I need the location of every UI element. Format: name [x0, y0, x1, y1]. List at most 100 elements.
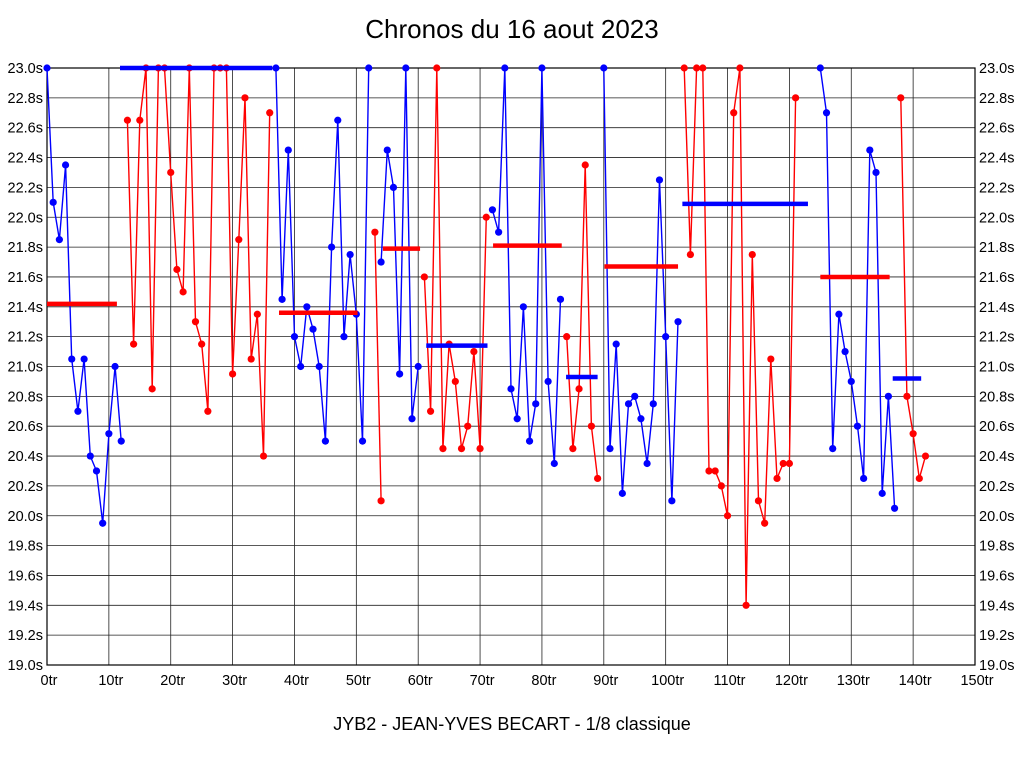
y-axis-tick-label-right: 21.4s [979, 300, 1014, 316]
data-point-blue [117, 437, 125, 445]
y-axis-tick-label-left: 21.4s [8, 300, 43, 316]
y-axis-tick-label-left: 20.4s [8, 449, 43, 465]
data-point-blue [847, 377, 855, 386]
data-point-red [457, 444, 466, 453]
data-point-blue [513, 415, 521, 423]
series-line-red [374, 232, 382, 501]
data-point-blue [408, 415, 416, 423]
y-axis-tick-label-right: 19.8s [979, 539, 1014, 555]
data-point-blue [816, 64, 824, 72]
data-point-red [761, 519, 769, 527]
data-point-blue [61, 161, 70, 169]
data-point-blue [853, 422, 862, 430]
series-line-blue [819, 67, 896, 509]
data-point-red [476, 444, 484, 453]
data-point-blue [878, 489, 886, 497]
y-axis-tick-label-right: 21.0s [979, 360, 1014, 376]
data-point-red [451, 377, 459, 386]
data-point-blue [655, 176, 664, 184]
data-point-blue [111, 362, 119, 371]
y-axis-tick-label-left: 20.2s [8, 479, 43, 495]
y-axis-tick-label-right: 21.8s [979, 240, 1014, 256]
data-point-blue [383, 146, 391, 154]
data-point-blue [860, 474, 868, 483]
data-point-red [736, 64, 744, 72]
data-point-blue [340, 333, 348, 341]
data-point-red [699, 64, 707, 72]
data-point-blue [86, 452, 94, 460]
data-point-red [730, 109, 738, 117]
x-axis-tick-label: 130tr [837, 673, 870, 689]
x-axis-tick-label: 50tr [346, 673, 371, 689]
x-axis-tick-label: 150tr [960, 673, 993, 689]
y-axis-tick-label-right: 22.0s [979, 210, 1014, 226]
y-axis-tick-label-right: 22.6s [979, 121, 1014, 137]
data-point-blue [43, 64, 51, 72]
data-point-red [767, 355, 775, 363]
data-point-blue [327, 243, 336, 251]
data-point-red [426, 407, 435, 415]
x-axis-tick-label: 10tr [98, 673, 123, 689]
chart-title: Chronos du 16 aout 2023 [365, 14, 659, 44]
data-point-red [167, 168, 175, 177]
data-point-blue [99, 519, 107, 527]
data-point-red [235, 236, 243, 244]
data-point-red [464, 422, 472, 430]
data-point-blue [389, 183, 398, 191]
y-axis-tick-label-right: 22.2s [979, 180, 1014, 196]
y-axis-tick-label-right: 20.8s [979, 389, 1014, 405]
data-point-red [711, 467, 719, 475]
data-point-red [130, 340, 138, 348]
y-axis-tick-label-right: 23.0s [979, 61, 1014, 77]
data-point-blue [377, 258, 385, 266]
x-axis-tick-label: 120tr [775, 673, 808, 689]
data-point-red [470, 347, 478, 356]
series-line-blue [275, 67, 370, 442]
data-point-blue [309, 325, 317, 333]
data-point-blue [519, 303, 527, 311]
data-point-blue [74, 407, 82, 415]
y-axis-tick-label-right: 20.0s [979, 509, 1014, 525]
y-axis-tick-label-right: 19.0s [979, 658, 1014, 674]
y-axis-tick-label-left: 22.4s [8, 151, 43, 167]
data-point-blue [538, 64, 546, 72]
data-point-red [903, 392, 911, 400]
data-point-blue [297, 362, 305, 371]
data-point-blue [544, 377, 552, 386]
x-axis-tick-label: 40tr [284, 673, 309, 689]
data-point-blue [884, 392, 892, 400]
y-axis-tick-label-left: 22.0s [8, 210, 43, 226]
data-point-red [371, 228, 379, 236]
data-point-red [785, 459, 794, 468]
y-axis-tick-label-right: 20.2s [979, 479, 1014, 495]
data-point-blue [488, 206, 497, 214]
data-point-red [575, 385, 583, 393]
data-point-blue [835, 310, 843, 318]
series-line-red [126, 67, 271, 457]
y-axis-tick-label-right: 22.8s [979, 91, 1014, 107]
data-point-blue [290, 333, 299, 341]
data-point-blue [532, 400, 540, 408]
y-axis-tick-label-left: 21.2s [8, 330, 43, 346]
data-point-blue [550, 459, 558, 468]
data-point-blue [402, 64, 410, 72]
data-point-blue [643, 459, 651, 468]
data-point-blue [334, 116, 342, 124]
data-point-red [148, 385, 156, 393]
x-axis-tick-label: 30tr [222, 673, 247, 689]
x-axis-tick-label: 0tr [41, 673, 58, 689]
data-point-blue [396, 370, 404, 378]
y-axis-tick-label-right: 21.2s [979, 330, 1014, 346]
data-point-blue [272, 64, 280, 72]
data-point-red [915, 474, 923, 483]
y-axis-tick-label-right: 19.6s [979, 568, 1014, 584]
data-point-red [693, 64, 701, 72]
data-point-blue [495, 228, 503, 236]
data-point-red [439, 444, 447, 453]
data-point-blue [841, 347, 849, 356]
data-point-red [173, 265, 181, 274]
data-point-red [247, 355, 255, 363]
data-point-blue [556, 295, 565, 303]
y-axis-tick-label-left: 22.6s [8, 121, 43, 137]
data-point-blue [358, 437, 367, 445]
